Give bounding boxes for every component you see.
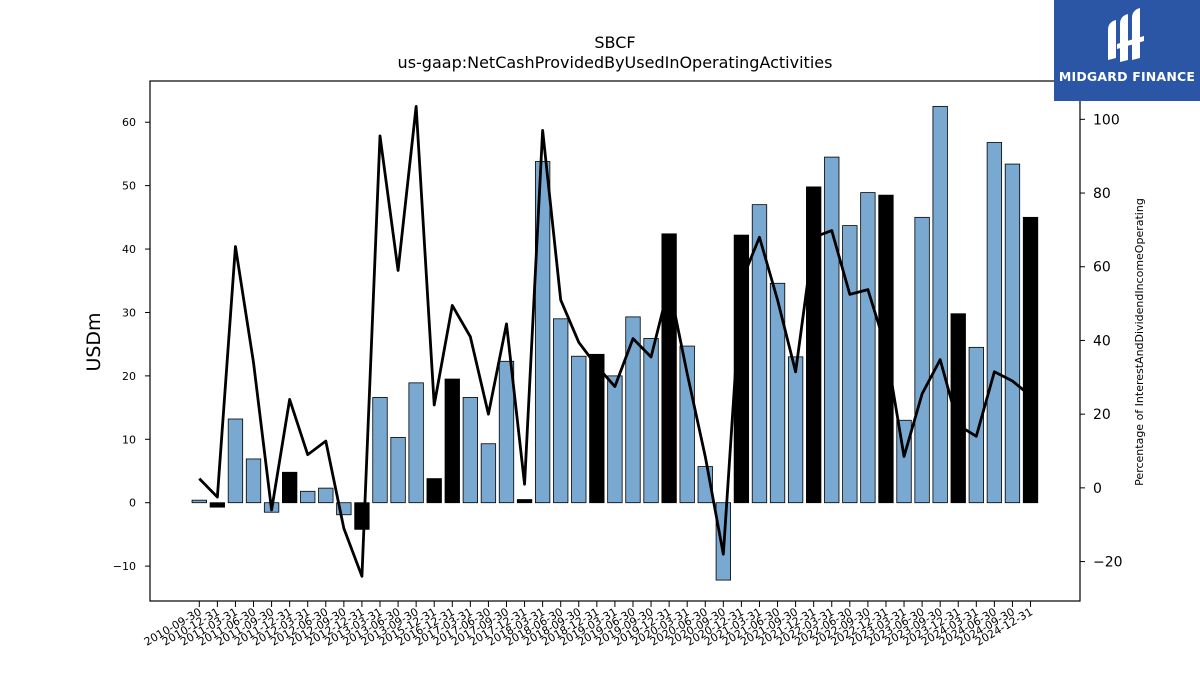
bar-2011-12-31: [281, 471, 298, 504]
bar-2023-09-30: [932, 105, 948, 504]
bar-2024-09-30: [1004, 163, 1021, 504]
y-tick-label: 60: [122, 116, 136, 129]
bar-2024-03-31: [968, 346, 984, 504]
bar-2023-06-30: [914, 216, 930, 504]
bar-2017-12-31: [516, 499, 533, 504]
bar-2023-12-31: [950, 313, 966, 504]
y2-tick-label: 40: [1093, 333, 1111, 349]
y2-tick-label: 100: [1093, 112, 1120, 128]
plot-area: −100102030405060−200204060801002010-09-3…: [113, 80, 1123, 649]
y2-tick-label: 60: [1093, 260, 1111, 276]
y-tick-label: 10: [122, 433, 136, 446]
bar-2017-09-30: [498, 360, 515, 504]
y2-tick-label: 80: [1093, 186, 1111, 202]
bar-2021-03-31: [751, 204, 768, 504]
y-tick-label: 40: [122, 243, 136, 256]
bar-2017-06-30: [480, 443, 497, 504]
midgard-logo-mark-icon: [1108, 8, 1144, 62]
bar-2011-06-30: [245, 458, 262, 504]
bar-2021-06-30: [769, 282, 786, 504]
logo-text: MIDGARD FINANCE: [1058, 69, 1196, 84]
bar-2018-06-30: [553, 318, 569, 504]
bar-2018-12-31: [589, 353, 605, 504]
bar-2012-03-31: [300, 490, 316, 504]
bar-2022-03-31: [824, 156, 840, 504]
bar-2019-12-31: [661, 233, 677, 504]
bar-2011-03-31: [227, 418, 244, 504]
y2-tick-label: 20: [1093, 407, 1111, 423]
bar-2013-03-31: [372, 397, 388, 504]
y-tick-label: 30: [122, 306, 136, 319]
bar-2017-03-31: [462, 397, 479, 504]
y-tick-label: −10: [113, 560, 136, 573]
bar-2019-06-30: [625, 316, 641, 504]
percentage-line: [198, 105, 1032, 578]
bar-2019-09-30: [643, 338, 659, 504]
bar-2024-12-31: [1022, 216, 1039, 504]
bar-2021-09-30: [787, 356, 804, 504]
bar-2013-06-30: [390, 436, 406, 504]
bar-2022-09-30: [860, 192, 876, 504]
bar-2010-09-30: [191, 499, 207, 504]
bar-2015-12-31: [426, 478, 442, 504]
bar-2022-06-30: [842, 225, 858, 504]
bar-2012-12-31: [354, 502, 370, 530]
chart-title: SBCF: [594, 33, 635, 52]
bar-2019-03-31: [607, 375, 623, 504]
bar-2016-12-31: [444, 378, 460, 504]
chart-subtitle: us-gaap:NetCashProvidedByUsedInOperating…: [398, 53, 833, 72]
bar-2012-06-30: [318, 487, 334, 504]
y2-tick-label: −20: [1093, 555, 1123, 571]
y-tick-label: 50: [122, 180, 136, 193]
midgard-finance-logo: MIDGARD FINANCE: [1054, 0, 1200, 101]
y-tick-label: 20: [122, 370, 136, 383]
bar-2020-12-31: [733, 234, 750, 504]
bar-2018-03-31: [534, 161, 551, 504]
y2-tick-label: 0: [1093, 481, 1102, 497]
y2-axis-label: Percentage of InterestAndDividendIncomeO…: [1133, 198, 1146, 486]
bar-2010-12-31: [209, 502, 226, 508]
y-tick-label: 0: [129, 497, 136, 510]
y-axis-label: USDm: [83, 312, 105, 371]
bar-2024-06-30: [986, 142, 1003, 504]
bar-2018-09-30: [571, 355, 587, 504]
bar-2013-09-30: [408, 382, 424, 504]
